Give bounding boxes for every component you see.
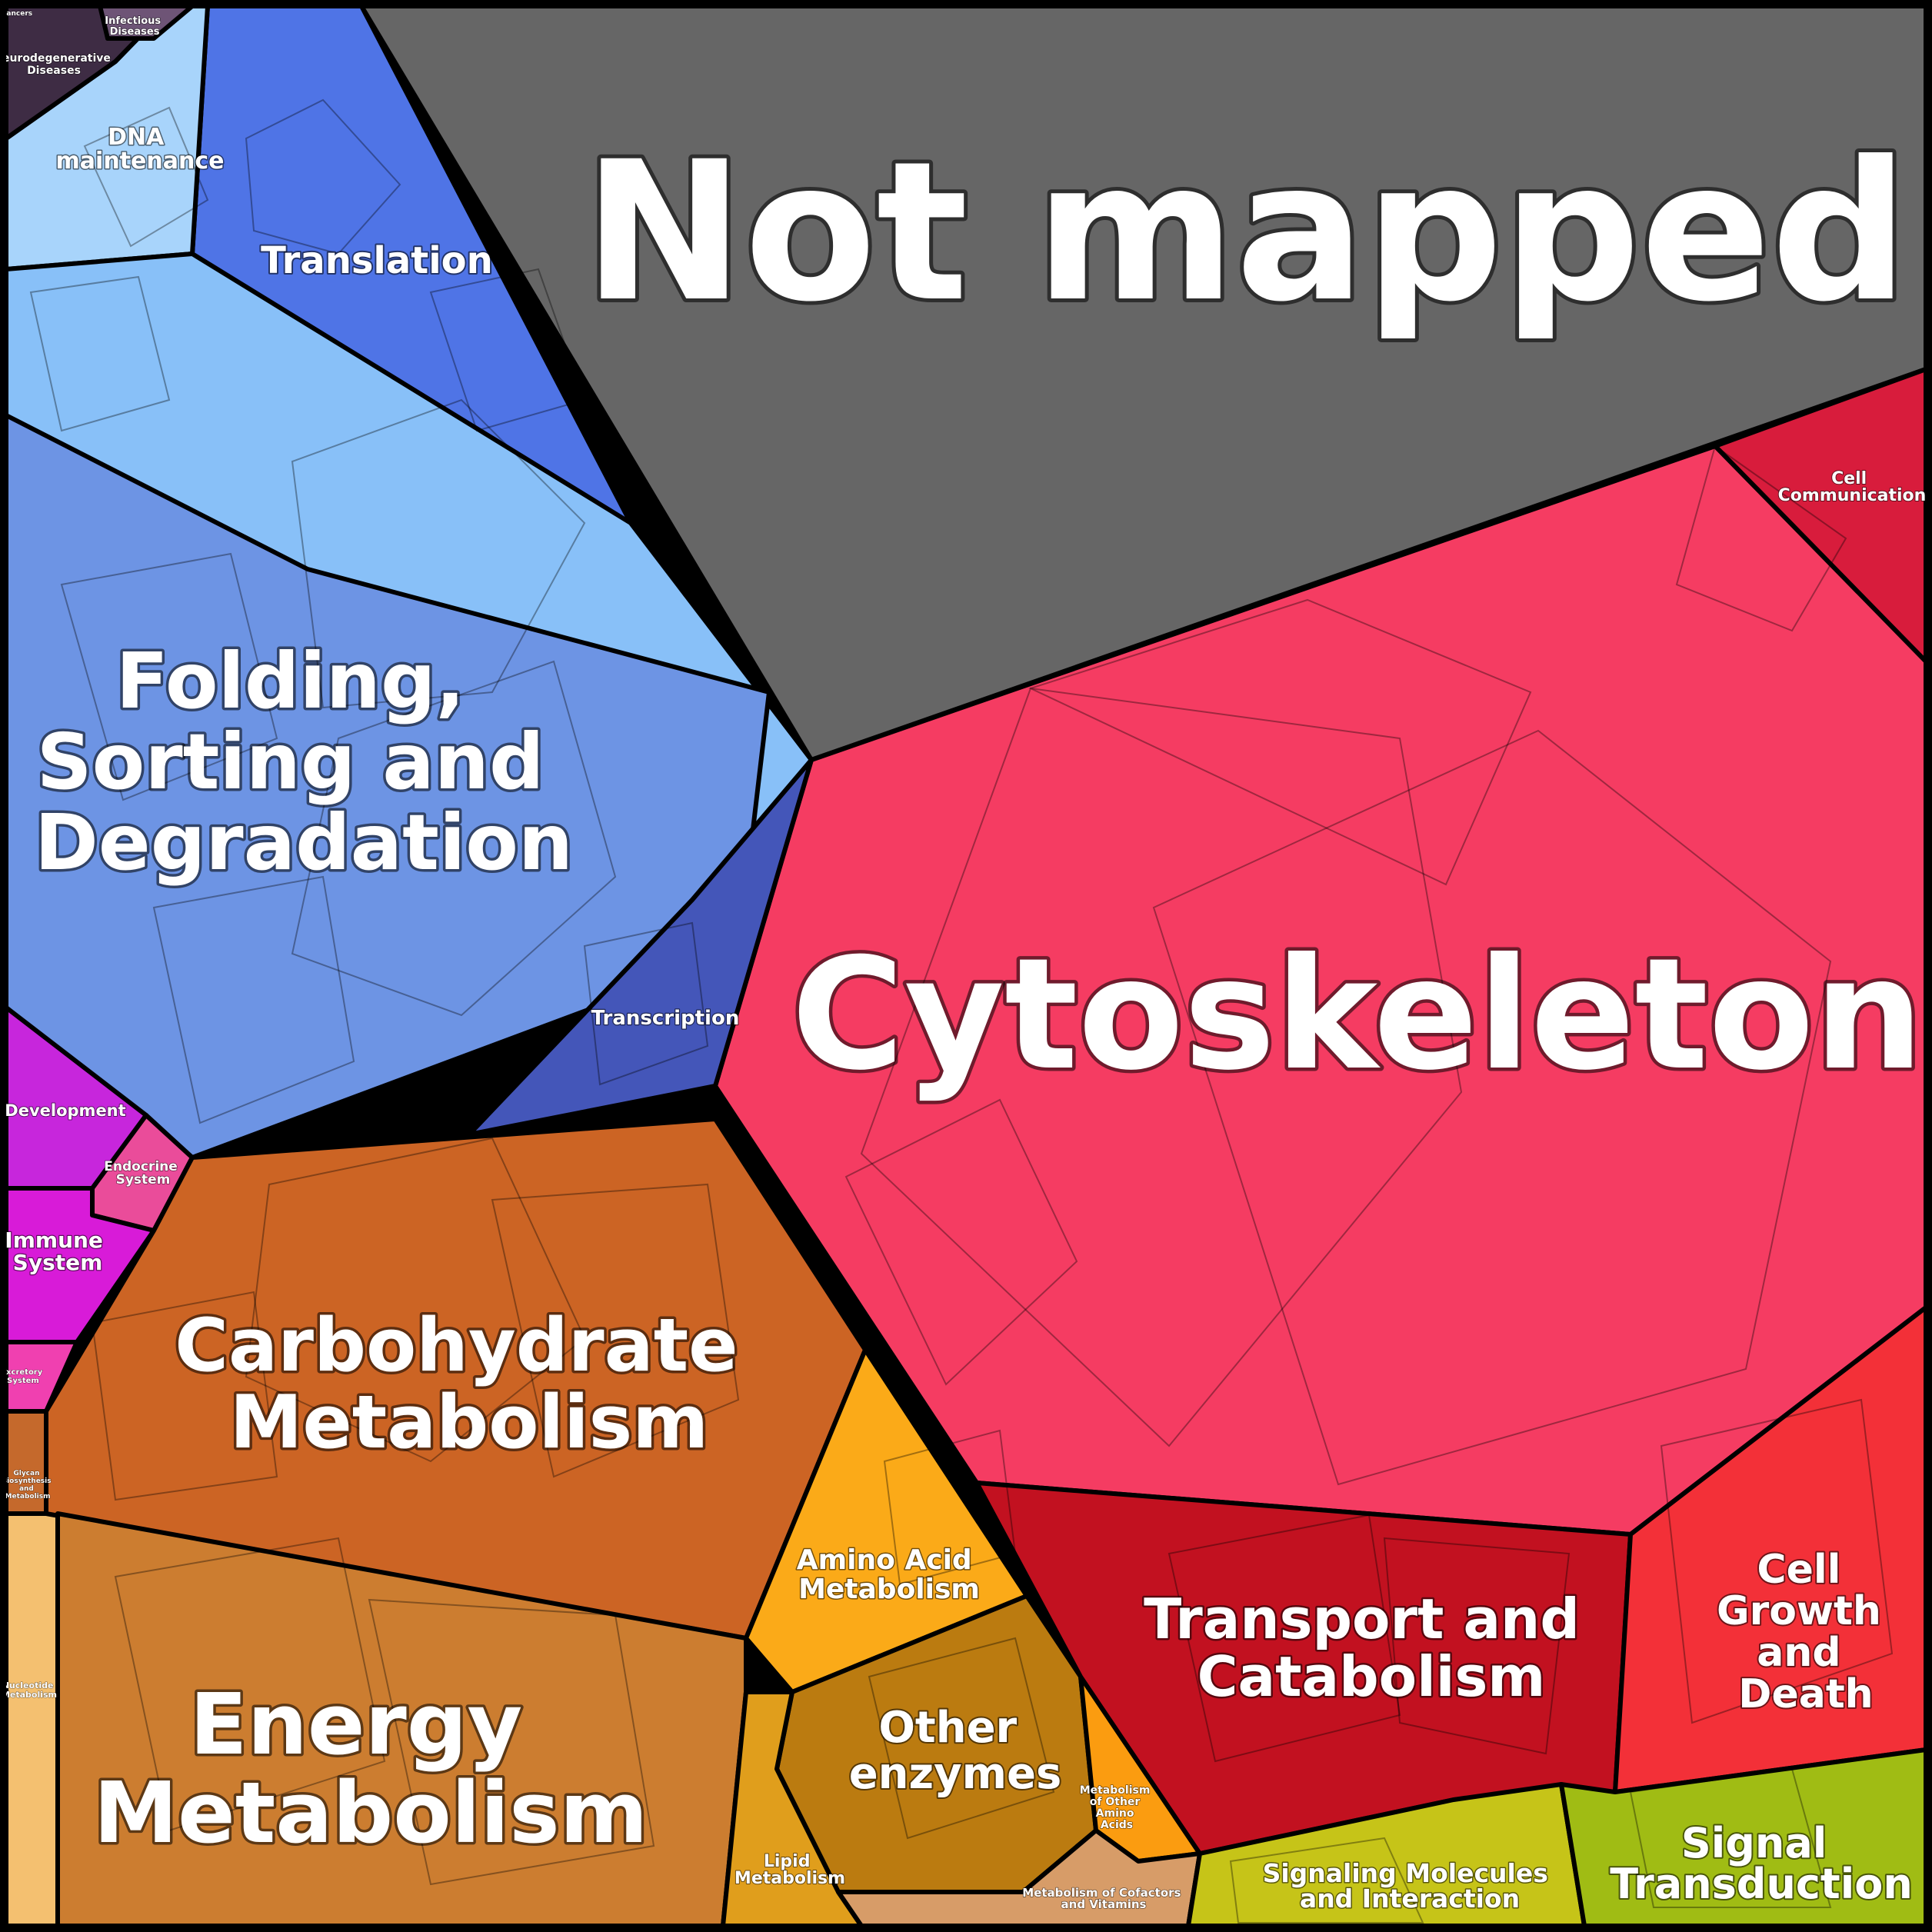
label-cancers: Cancers <box>2 10 32 18</box>
label-signal-transduction: Signal Transduction <box>1610 1819 1913 1908</box>
label-dna-maintenance: DNA maintenance <box>56 124 225 175</box>
label-nucleotide-metabolism: Nucleotide Metabolism <box>2 1681 57 1700</box>
label-development: Development <box>5 1101 125 1120</box>
label-metabolism-other-amino-acids: Metabolism of Other Amino Acids <box>1080 1784 1154 1831</box>
label-folding-sorting-degradation: Folding, Sorting and Degradation <box>35 636 573 888</box>
label-endocrine-system: Endocrine System <box>104 1159 182 1188</box>
label-lipid-metabolism: Lipid Metabolism <box>734 1852 845 1888</box>
label-amino-acid-metabolism: Amino Acid Metabolism <box>797 1544 981 1605</box>
label-cell-growth-death: Cell Growth and Death <box>1717 1547 1895 1717</box>
region-transcription[interactable] <box>467 758 814 1137</box>
label-cofactors-vitamins: Metabolism of Cofactors and Vitamins <box>1022 1886 1184 1911</box>
subdivision-lines <box>29 98 1894 1924</box>
label-cytoskeleton: Cytoskeleton <box>791 925 1924 1104</box>
label-carbohydrate-metabolism: Carbohydrate Metabolism <box>175 1304 763 1465</box>
label-other-enzymes: Other enzymes <box>849 1703 1062 1799</box>
label-transport-catabolism: Transport and Catabolism <box>1144 1587 1599 1709</box>
label-transcription: Transcription <box>591 1007 740 1030</box>
label-infectious-diseases: Infectious Diseases <box>105 15 164 38</box>
label-neurodegenerative-diseases: Neurodegenerative Diseases <box>0 52 115 77</box>
label-energy-metabolism: Energy Metabolism <box>94 1675 648 1862</box>
label-signaling-molecules: Signaling Molecules and Interaction <box>1263 1858 1557 1914</box>
label-not-mapped: Not mapped <box>583 120 1908 344</box>
region-nucleotide-metabolism[interactable] <box>4 1511 60 1928</box>
label-excretory-system: Excretory System <box>1 1368 45 1385</box>
label-glycan-biosynthesis: Glycan Biosynthesis and Metabolism <box>2 1470 54 1501</box>
label-translation: Translation <box>261 239 493 282</box>
label-immune-system: Immune System <box>5 1227 110 1275</box>
label-cell-communication: Cell Communication <box>1778 469 1927 505</box>
